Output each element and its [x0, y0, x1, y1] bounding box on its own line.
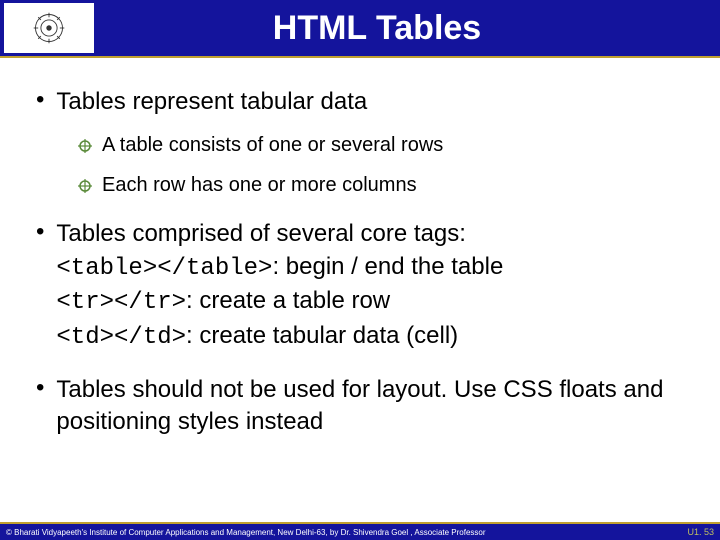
code-td: <td></td>: [56, 324, 186, 351]
bullet-1-text: Tables represent tabular data: [56, 86, 367, 118]
bullet-2-intro: Tables comprised of several core tags:: [56, 220, 466, 247]
sub-bullet-2: Each row has one or more columns: [78, 172, 690, 198]
code-tr: <tr></tr>: [56, 289, 186, 316]
slide-content: • Tables represent tabular data A table …: [0, 58, 720, 463]
code-table: <table></table>: [56, 255, 272, 282]
sub-bullet-1-text: A table consists of one or several rows: [102, 132, 443, 158]
bullet-2-text: Tables comprised of several core tags: <…: [56, 218, 503, 354]
logo-emblem: [31, 10, 67, 46]
bullet-2: • Tables comprised of several core tags:…: [30, 218, 690, 354]
bullet-1: • Tables represent tabular data: [30, 86, 690, 118]
code-table-desc: : begin / end the table: [272, 253, 503, 280]
crosshair-icon: [78, 136, 92, 150]
slide-header: HTML Tables: [0, 0, 720, 58]
bullet-3: • Tables should not be used for layout. …: [30, 374, 690, 439]
slide-title: HTML Tables: [94, 9, 720, 48]
footer-copyright: © Bharati Vidyapeeth's Institute of Comp…: [6, 528, 486, 537]
footer-page-number: U1. 53: [687, 527, 714, 537]
slide-footer: © Bharati Vidyapeeth's Institute of Comp…: [0, 522, 720, 540]
bullet-dot: •: [36, 86, 44, 115]
crosshair-icon: [78, 176, 92, 190]
sub-bullet-2-text: Each row has one or more columns: [102, 172, 417, 198]
code-td-desc: : create tabular data (cell): [186, 322, 458, 349]
code-tr-desc: : create a table row: [186, 287, 390, 314]
bullet-dot: •: [36, 218, 44, 247]
bullet-3-text: Tables should not be used for layout. Us…: [56, 374, 690, 439]
sub-bullet-1: A table consists of one or several rows: [78, 132, 690, 158]
institute-logo: [4, 3, 94, 53]
bullet-dot: •: [36, 374, 44, 403]
